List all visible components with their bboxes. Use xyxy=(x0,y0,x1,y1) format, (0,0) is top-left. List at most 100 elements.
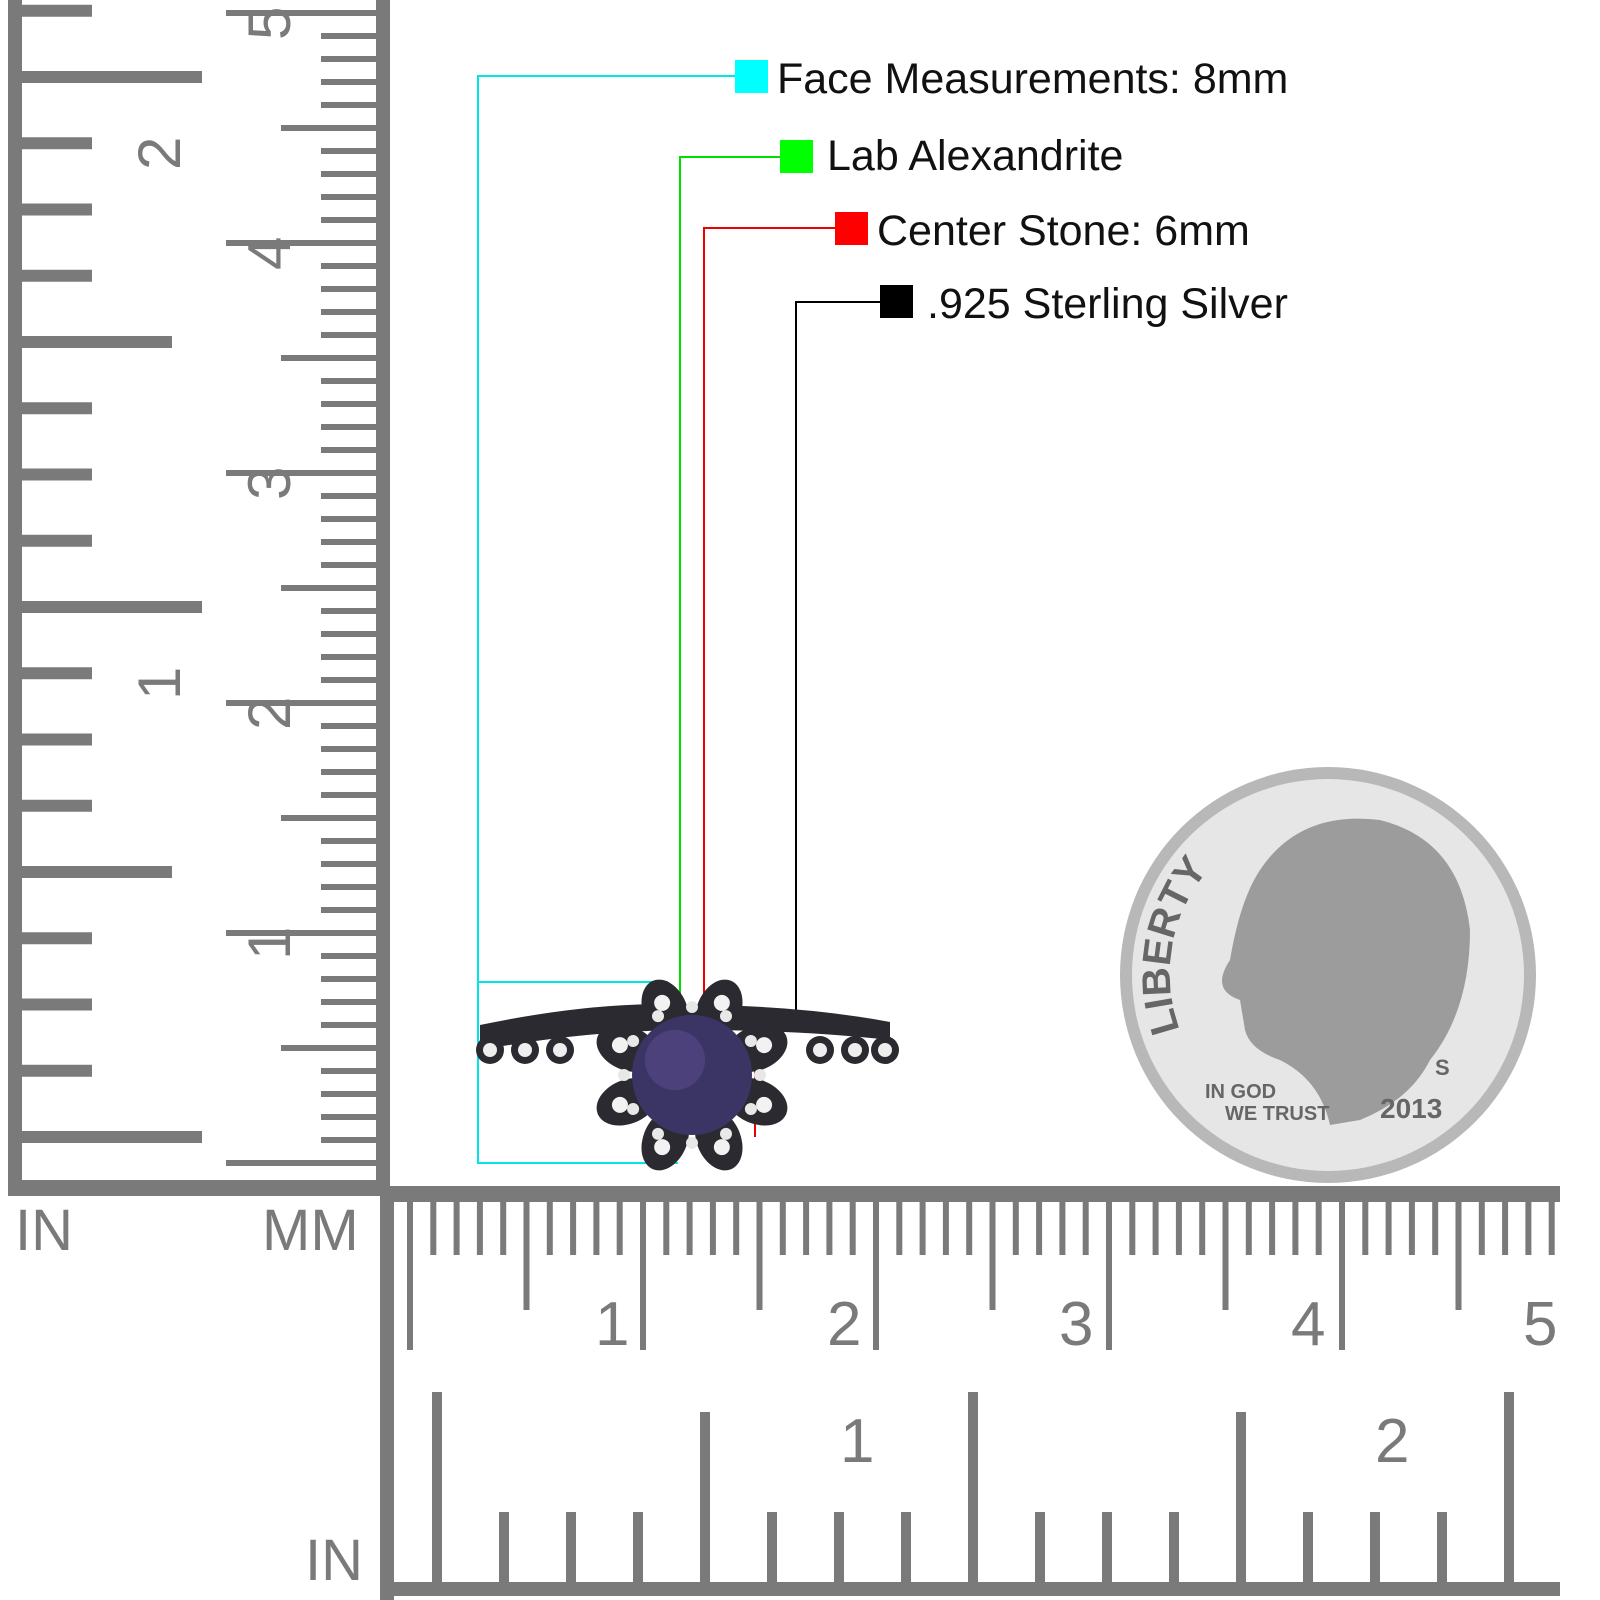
vertical-inch-tick xyxy=(22,4,92,17)
halo-stone xyxy=(720,1127,732,1140)
horizontal-inch-tick xyxy=(1303,1512,1313,1582)
vertical-mm-tick xyxy=(321,309,376,315)
vertical-mm-tick xyxy=(321,746,376,752)
vertical-mm-tick xyxy=(321,999,376,1005)
vertical-mm-tick xyxy=(321,953,376,959)
horizontal-mm-tick xyxy=(1548,1200,1555,1255)
horizontal-inch-tick xyxy=(968,1392,978,1582)
ring-image xyxy=(476,979,899,1171)
horizontal-mm-tick xyxy=(1129,1200,1136,1255)
vertical-mm-tick xyxy=(226,700,376,706)
vertical-inch-tick xyxy=(22,269,92,282)
vertical-mm-tick xyxy=(226,240,376,246)
horizontal-cm-label: 1 xyxy=(595,1290,629,1359)
vertical-ruler-edge-left xyxy=(8,0,22,1195)
horizontal-cm-label: 5 xyxy=(1523,1290,1557,1359)
vertical-mm-tick xyxy=(321,723,376,729)
vertical-mm-tick xyxy=(321,907,376,913)
horizontal-mm-tick xyxy=(1339,1200,1345,1350)
vertical-mm-tick xyxy=(321,539,376,545)
horizontal-inch-tick xyxy=(633,1512,643,1582)
leader-lines xyxy=(477,75,885,1164)
horizontal-mm-tick xyxy=(1478,1200,1485,1255)
horizontal-ruler-edge-bottom xyxy=(380,1582,1560,1596)
vertical-mm-tick xyxy=(321,608,376,614)
horizontal-mm-tick xyxy=(1525,1200,1532,1255)
legend-swatch-silver xyxy=(880,285,913,318)
horizontal-mm-tick xyxy=(640,1200,646,1350)
horizontal-mm-tick xyxy=(546,1200,553,1255)
vertical-mm-tick xyxy=(321,516,376,522)
vertical-inch-tick xyxy=(22,71,202,83)
vertical-inch-tick xyxy=(22,468,92,481)
horizontal-inch-tick xyxy=(432,1392,442,1582)
vertical-mm-tick xyxy=(321,769,376,775)
accent-stone xyxy=(611,1096,628,1113)
horizontal-ruler-edge-top xyxy=(380,1186,1560,1202)
horizontal-mm-tick xyxy=(1432,1200,1439,1255)
vertical-mm-tick xyxy=(281,585,376,591)
halo-stone xyxy=(744,1103,757,1115)
horizontal-inch-tick xyxy=(767,1512,777,1582)
horizontal-inch-label: 2 xyxy=(1375,1407,1409,1476)
vertical-inch-tick xyxy=(22,601,202,613)
accent-stone xyxy=(756,1037,773,1054)
horizontal-mm-tick xyxy=(1152,1200,1159,1255)
horizontal-inch-tick xyxy=(1437,1512,1447,1582)
horizontal-mm-tick xyxy=(1082,1200,1089,1255)
vertical-inch-label: 2 xyxy=(126,137,193,170)
vertical-inch-tick xyxy=(22,336,172,348)
horizontal-cm-label: 4 xyxy=(1291,1290,1325,1359)
vertical-mm-tick xyxy=(321,401,376,407)
vertical-mm-tick xyxy=(321,654,376,660)
legend-swatch-center-stone xyxy=(835,212,868,245)
horizontal-inch-tick xyxy=(1169,1512,1179,1582)
horizontal-inch-tick xyxy=(1504,1392,1514,1582)
horizontal-mm-tick xyxy=(1059,1200,1066,1255)
legend-swatch-face xyxy=(735,60,768,93)
vertical-mm-tick xyxy=(321,286,376,292)
vertical-mm-tick xyxy=(321,861,376,867)
vertical-inch-tick xyxy=(22,137,92,150)
horizontal-mm-tick xyxy=(849,1200,856,1255)
vertical-inch-tick xyxy=(22,402,92,415)
horizontal-mm-tick xyxy=(989,1200,996,1310)
vertical-inch-label: 1 xyxy=(126,667,193,700)
vertical-mm-tick xyxy=(321,1137,376,1143)
coin-year: 2013 xyxy=(1380,1093,1442,1124)
vertical-cm-label: 1 xyxy=(236,927,303,960)
legend-label-silver: .925 Sterling Silver xyxy=(927,280,1288,328)
horizontal-inch-tick xyxy=(1035,1512,1045,1582)
accent-stone xyxy=(713,1139,730,1156)
horizontal-mm-tick xyxy=(733,1200,740,1255)
horizontal-mm-tick xyxy=(593,1200,600,1255)
vertical-inch-tick xyxy=(22,866,172,878)
vertical-inch-tick xyxy=(22,534,92,547)
coin-mint-mark: S xyxy=(1435,1055,1450,1080)
horizontal-cm-label: 2 xyxy=(827,1290,861,1359)
vertical-inch-tick xyxy=(22,932,92,945)
horizontal-mm-tick xyxy=(966,1200,973,1255)
horizontal-mm-tick xyxy=(1269,1200,1276,1255)
halo-stone xyxy=(652,1127,664,1140)
halo-stone xyxy=(686,1001,698,1013)
legend-label-face: Face Measurements: 8mm xyxy=(777,55,1288,103)
vertical-mm-tick xyxy=(321,1068,376,1074)
horizontal-inch-tick xyxy=(1236,1412,1246,1582)
vertical-mm-tick xyxy=(281,125,376,131)
legend-label-center-stone: Center Stone: 6mm xyxy=(877,207,1250,255)
vertical-ruler-edge-bottom xyxy=(8,1180,390,1196)
vertical-mm-tick xyxy=(321,1091,376,1097)
vertical-mm-tick xyxy=(321,677,376,683)
vertical-inch-tick xyxy=(22,1064,92,1077)
vertical-inch-tick xyxy=(22,667,92,680)
horizontal-ruler xyxy=(380,1186,1560,1600)
horizontal-inch-tick xyxy=(1370,1512,1380,1582)
horizontal-mm-tick xyxy=(873,1200,879,1350)
horizontal-cm-label: 3 xyxy=(1059,1290,1093,1359)
vertical-mm-tick xyxy=(321,79,376,85)
horizontal-mm-tick xyxy=(803,1200,810,1255)
horizontal-mm-tick xyxy=(1036,1200,1043,1255)
